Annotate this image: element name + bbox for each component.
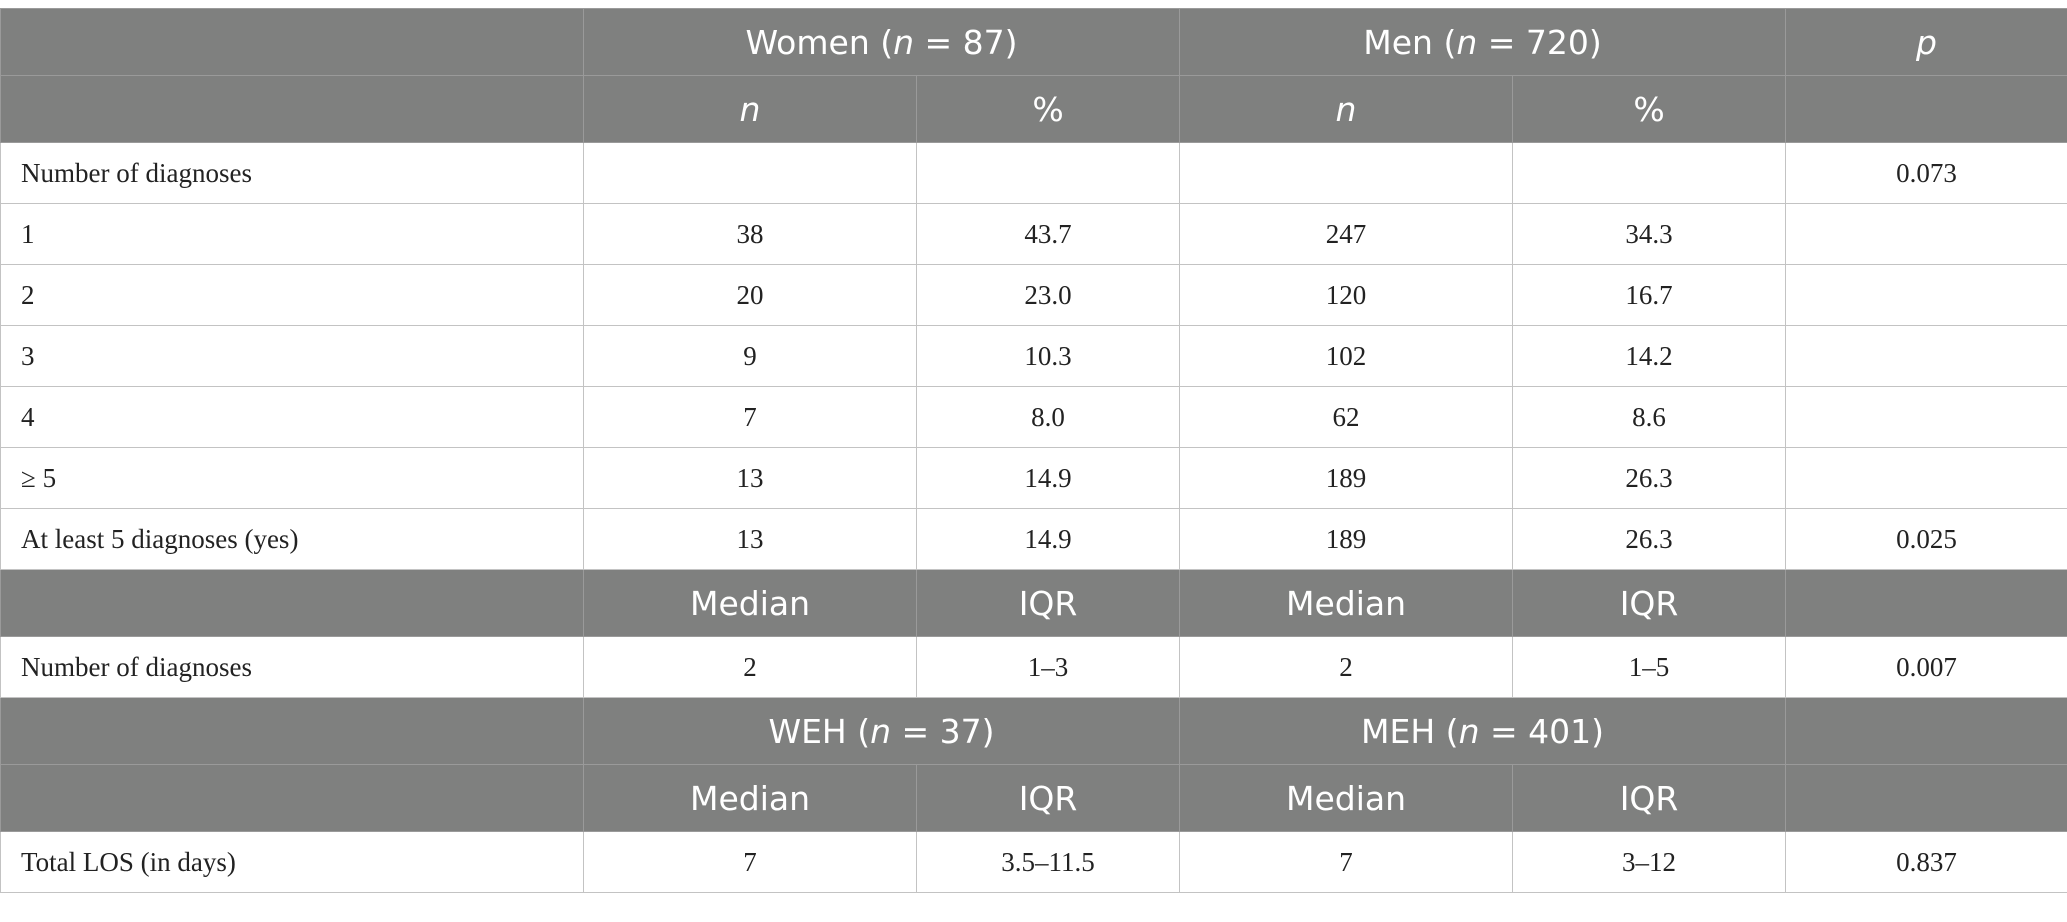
header-women: Women (n = 87): [582, 8, 1181, 76]
cell-p: 0.025: [1785, 508, 2067, 570]
header-row-los-groups: WEH (n = 37) MEH (n = 401): [0, 697, 2067, 765]
header-women-iqr: IQR: [915, 569, 1181, 637]
cell-men-pct: 16.7: [1512, 264, 1787, 326]
table-row: Number of diagnoses 0.073: [0, 142, 2067, 204]
cell-women-pct: [915, 142, 1181, 204]
header-men-median: Median: [1179, 569, 1514, 637]
table-row: 3 9 10.3 102 14.2: [0, 325, 2067, 387]
row-label: ≥ 5: [0, 447, 584, 509]
header-row-los-sub: Median IQR Median IQR: [0, 764, 2067, 832]
cell-men-n: 62: [1179, 386, 1514, 448]
cell-women-n: 9: [583, 325, 917, 387]
table-row: 1 38 43.7 247 34.3: [0, 203, 2067, 265]
header-women-pct: %: [915, 75, 1181, 143]
cell-women-pct: 23.0: [915, 264, 1181, 326]
header-row-sub: n % n %: [0, 75, 2067, 143]
cell-men-n: [1179, 142, 1514, 204]
cell-women-median: 2: [583, 636, 917, 698]
row-label: Total LOS (in days): [0, 831, 584, 893]
header-weh: WEH (n = 37): [582, 697, 1181, 765]
table-row: At least 5 diagnoses (yes) 13 14.9 189 2…: [0, 508, 2067, 570]
cell-p: [1785, 203, 2067, 265]
row-label: 3: [0, 325, 584, 387]
header-empty-cell: [0, 8, 584, 76]
cell-women-n: [583, 142, 917, 204]
header-men-pct: %: [1512, 75, 1787, 143]
table-row: Number of diagnoses 2 1–3 2 1–5 0.007: [0, 636, 2067, 698]
cell-women-iqr: 1–3: [915, 636, 1181, 698]
cell-women-pct: 14.9: [915, 508, 1181, 570]
cell-meh-median: 7: [1179, 831, 1514, 893]
cell-women-n: 20: [583, 264, 917, 326]
cell-men-n: 102: [1179, 325, 1514, 387]
cell-men-pct: 26.3: [1512, 447, 1787, 509]
header-empty-cell: [1785, 75, 2067, 143]
row-label: 1: [0, 203, 584, 265]
cell-weh-iqr: 3.5–11.5: [915, 831, 1181, 893]
table-row: ≥ 5 13 14.9 189 26.3: [0, 447, 2067, 509]
cell-men-pct: 34.3: [1512, 203, 1787, 265]
cell-women-pct: 14.9: [915, 447, 1181, 509]
header-meh: MEH (n = 401): [1179, 697, 1787, 765]
cell-p: [1785, 386, 2067, 448]
cell-men-n: 247: [1179, 203, 1514, 265]
cell-men-pct: 26.3: [1512, 508, 1787, 570]
cell-men-median: 2: [1179, 636, 1514, 698]
header-row-groups: Women (n = 87) Men (n = 720) p: [0, 8, 2067, 76]
cell-meh-iqr: 3–12: [1512, 831, 1787, 893]
row-label: Number of diagnoses: [0, 636, 584, 698]
table-row: 2 20 23.0 120 16.7: [0, 264, 2067, 326]
cell-p: [1785, 264, 2067, 326]
cell-women-n: 7: [583, 386, 917, 448]
header-empty-cell: [0, 764, 584, 832]
cell-women-n: 13: [583, 508, 917, 570]
cell-p: [1785, 447, 2067, 509]
row-label: At least 5 diagnoses (yes): [0, 508, 584, 570]
cell-women-pct: 8.0: [915, 386, 1181, 448]
table-row: Total LOS (in days) 7 3.5–11.5 7 3–12 0.…: [0, 831, 2067, 893]
cell-women-pct: 10.3: [915, 325, 1181, 387]
cell-men-pct: 14.2: [1512, 325, 1787, 387]
header-empty-cell: [0, 569, 584, 637]
cell-men-pct: 8.6: [1512, 386, 1787, 448]
cell-p: 0.837: [1785, 831, 2067, 893]
header-empty-cell: [1785, 764, 2067, 832]
header-meh-iqr: IQR: [1512, 764, 1787, 832]
diagnoses-table: Women (n = 87) Men (n = 720) p n % n % N…: [0, 8, 2067, 893]
cell-p: 0.073: [1785, 142, 2067, 204]
table-row: 4 7 8.0 62 8.6: [0, 386, 2067, 448]
cell-p: [1785, 325, 2067, 387]
header-weh-iqr: IQR: [915, 764, 1181, 832]
header-weh-median: Median: [583, 764, 917, 832]
header-men-n: n: [1179, 75, 1514, 143]
header-men: Men (n = 720): [1179, 8, 1787, 76]
row-label: 4: [0, 386, 584, 448]
header-empty-cell: [0, 75, 584, 143]
header-p: p: [1785, 8, 2067, 76]
header-meh-median: Median: [1179, 764, 1514, 832]
header-women-median: Median: [583, 569, 917, 637]
header-row-median: Median IQR Median IQR: [0, 569, 2067, 637]
cell-men-n: 189: [1179, 508, 1514, 570]
cell-men-iqr: 1–5: [1512, 636, 1787, 698]
cell-women-n: 13: [583, 447, 917, 509]
cell-women-pct: 43.7: [915, 203, 1181, 265]
cell-p: 0.007: [1785, 636, 2067, 698]
cell-men-n: 120: [1179, 264, 1514, 326]
cell-men-pct: [1512, 142, 1787, 204]
cell-women-n: 38: [583, 203, 917, 265]
header-empty-cell: [0, 697, 584, 765]
row-label: 2: [0, 264, 584, 326]
cell-weh-median: 7: [583, 831, 917, 893]
cell-men-n: 189: [1179, 447, 1514, 509]
header-women-n: n: [583, 75, 917, 143]
header-men-iqr: IQR: [1512, 569, 1787, 637]
header-empty-cell: [1785, 697, 2067, 765]
row-label: Number of diagnoses: [0, 142, 584, 204]
header-empty-cell: [1785, 569, 2067, 637]
